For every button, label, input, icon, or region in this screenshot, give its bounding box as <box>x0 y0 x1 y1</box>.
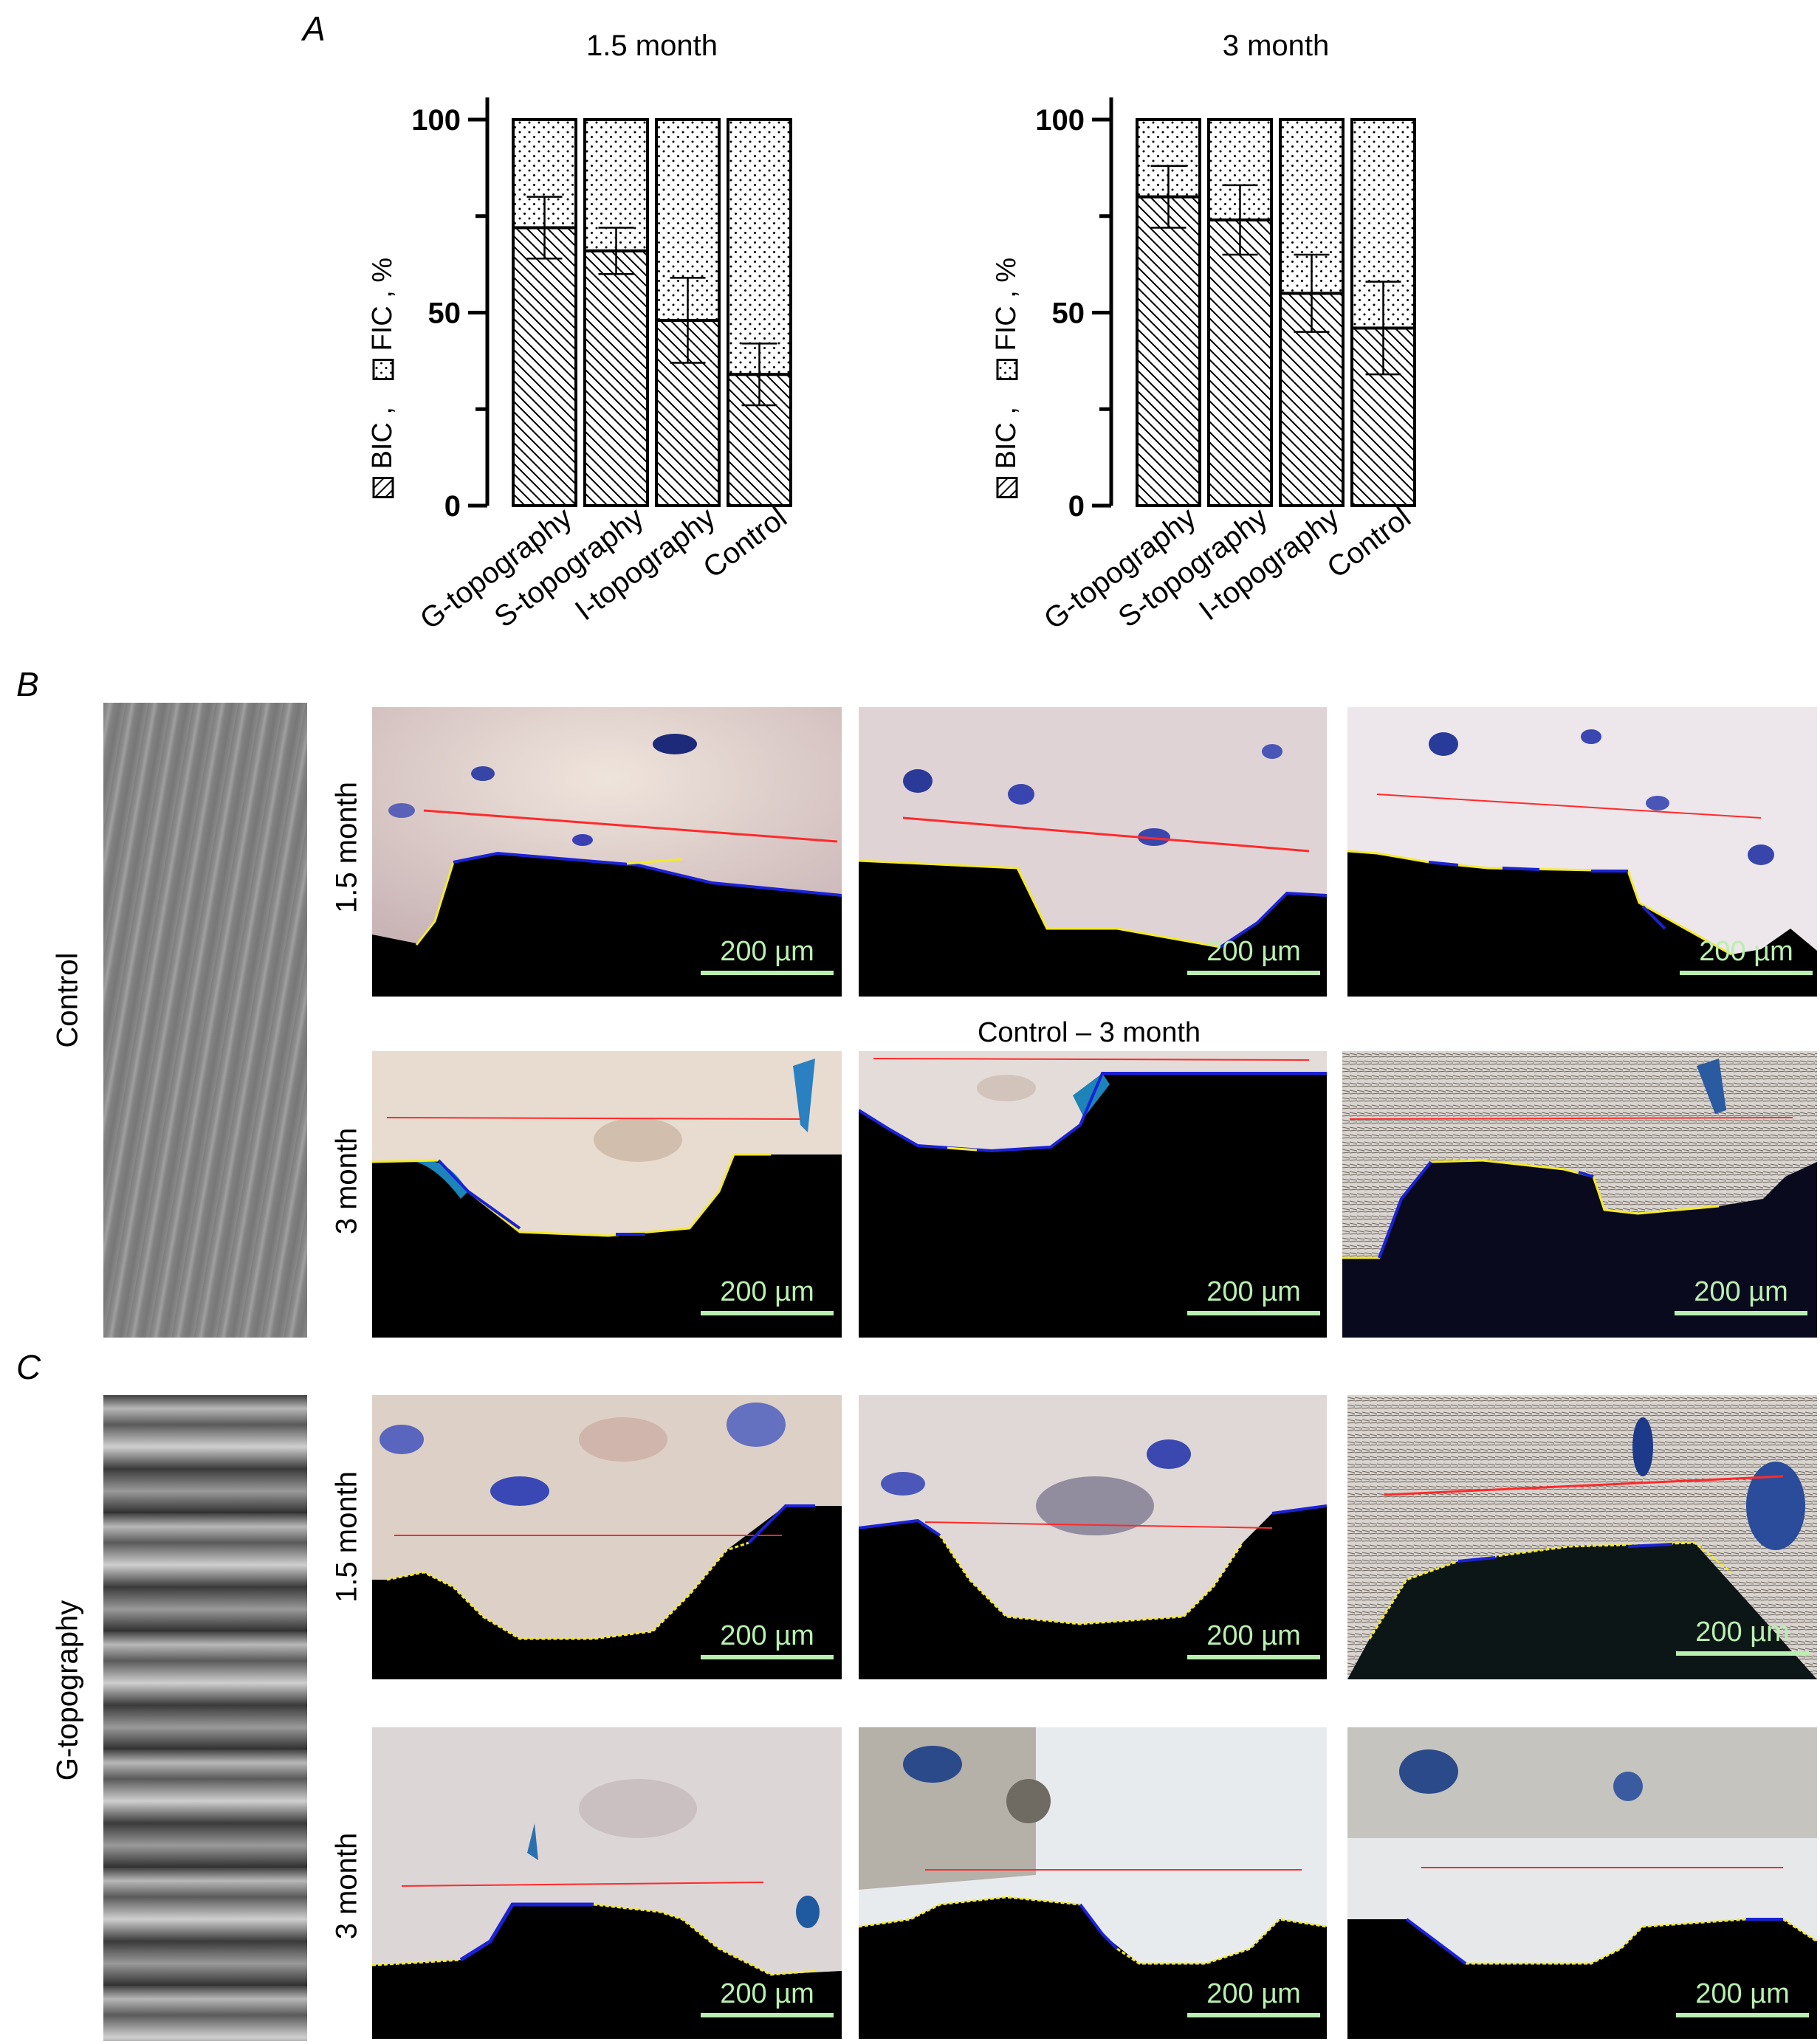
scale-bar <box>701 971 834 975</box>
scale-bar <box>1187 971 1320 975</box>
panel-letter-b: B <box>16 665 39 703</box>
micrograph-g-3-month-1: 200 µm <box>372 1727 842 2039</box>
bar-fic-control <box>727 118 792 376</box>
y-axis-label: BIC , FIC , % <box>367 258 398 498</box>
x-tick-label: Control <box>1321 501 1416 585</box>
scale-bar <box>1676 2013 1809 2017</box>
bar-bic-s-topography <box>1207 218 1273 507</box>
chart-title: 1.5 month <box>586 30 718 62</box>
micrograph-g-3-month-3: 200 µm <box>1347 1727 1817 2039</box>
sem-image-control <box>103 703 307 1338</box>
scale-bar-label: 200 µm <box>720 936 814 967</box>
scale-bar <box>1187 1655 1320 1659</box>
row-label-control-3-month: 3 month <box>330 1127 363 1235</box>
row-label-control-1-5-month: 1.5 month <box>330 782 363 913</box>
y-tick-label: 100 <box>411 104 461 137</box>
micrograph-control-3-month-3: 200 µm <box>1342 1051 1817 1338</box>
chart-title: 3 month <box>1223 30 1330 62</box>
scale-bar <box>701 2013 834 2017</box>
scale-bar-label: 200 µm <box>720 1620 814 1651</box>
scale-bar <box>1680 971 1813 975</box>
legend-swatch-fic <box>372 359 394 380</box>
group-label-control: Control <box>51 952 84 1048</box>
scale-bar-label: 200 µm <box>720 1978 814 2009</box>
bar-bic-s-topography <box>583 249 649 507</box>
x-tick-label: Control <box>697 501 792 585</box>
legend-label-fic: FIC , % <box>991 258 1022 351</box>
micrograph-control-1-5-month-2: 200 µm <box>859 707 1327 997</box>
row-label-g-3-month: 3 month <box>330 1832 363 1940</box>
scale-bar-label: 200 µm <box>1206 1978 1301 2009</box>
legend-label-bic: BIC , <box>367 407 398 469</box>
scale-bar <box>701 1655 834 1659</box>
legend-swatch-fic <box>996 359 1018 380</box>
y-tick-label: 0 <box>1068 490 1085 523</box>
panel-letter-c: C <box>16 1348 41 1386</box>
scale-bar <box>701 1311 834 1315</box>
micrograph-g-1-5-month-3: 200 µm <box>1347 1395 1817 1679</box>
scale-bar <box>1187 2013 1320 2017</box>
micrograph-control-1-5-month-3: 200 µm <box>1347 707 1817 997</box>
y-tick-label: 0 <box>444 490 461 523</box>
panel-letter-a: A <box>303 10 326 48</box>
legend-swatch-bic <box>996 477 1018 498</box>
bar-bic-g-topography <box>512 226 577 507</box>
scale-bar-label: 200 µm <box>1694 1276 1788 1307</box>
micrograph-control-3-month-2: 200 µm <box>859 1051 1327 1338</box>
legend-label-fic: FIC , % <box>367 258 398 351</box>
scale-bar <box>1187 1311 1320 1315</box>
y-tick-label: 50 <box>1052 297 1085 330</box>
middle-caption-control-3-month: Control – 3 month <box>977 1017 1201 1048</box>
y-axis-label: BIC , FIC , % <box>991 258 1022 498</box>
sem-image-g-topography <box>103 1395 307 2041</box>
scale-bar-label: 200 µm <box>1695 1617 1790 1648</box>
legend-label-bic: BIC , <box>991 407 1022 469</box>
legend-swatch-bic <box>372 477 394 498</box>
micrograph-g-3-month-2: 200 µm <box>859 1727 1327 2039</box>
scale-bar-label: 200 µm <box>1206 936 1301 967</box>
scale-bar-label: 200 µm <box>1695 1978 1790 2009</box>
scale-bar <box>1676 1651 1809 1656</box>
scale-bar <box>1675 1311 1807 1315</box>
scale-bar-label: 200 µm <box>720 1276 814 1307</box>
scale-bar-label: 200 µm <box>1206 1620 1301 1651</box>
scale-bar-label: 200 µm <box>1699 936 1793 967</box>
micrograph-control-1-5-month-1: 200 µm <box>372 707 842 997</box>
scale-bar-label: 200 µm <box>1206 1276 1301 1307</box>
micrograph-g-1-5-month-2: 200 µm <box>859 1395 1327 1679</box>
row-label-g-1-5-month: 1.5 month <box>330 1471 363 1603</box>
y-tick-label: 100 <box>1035 104 1085 137</box>
bar-bic-g-topography <box>1136 195 1201 507</box>
y-tick-label: 50 <box>428 297 461 330</box>
micrograph-g-1-5-month-1: 200 µm <box>372 1395 842 1679</box>
group-label-g-topography: G-topography <box>51 1600 84 1781</box>
micrograph-control-3-month-1: 200 µm <box>372 1051 842 1338</box>
